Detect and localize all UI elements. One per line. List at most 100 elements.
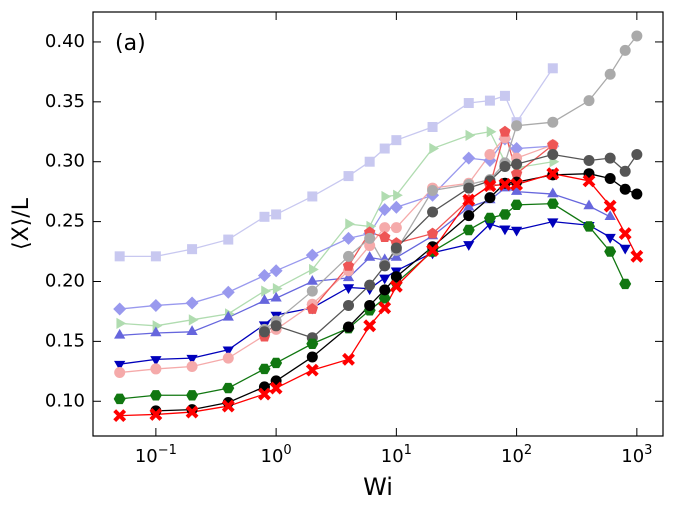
data-point — [221, 399, 235, 413]
data-point — [363, 319, 377, 333]
marker — [113, 393, 126, 405]
marker — [379, 284, 391, 296]
marker — [305, 248, 319, 262]
marker — [546, 198, 559, 209]
data-point — [306, 351, 318, 363]
marker — [463, 98, 474, 109]
marker — [390, 251, 402, 261]
marker — [113, 409, 127, 423]
y-tick-label: 0.15 — [45, 330, 85, 351]
marker — [364, 251, 376, 261]
data-point — [222, 352, 234, 364]
marker — [270, 320, 282, 332]
data-point — [583, 221, 595, 232]
data-point — [306, 285, 318, 297]
data-point — [270, 291, 282, 302]
marker — [150, 326, 162, 337]
data-point — [463, 98, 474, 109]
marker — [269, 264, 283, 278]
data-point — [378, 301, 392, 315]
marker — [547, 138, 559, 150]
data-point — [379, 143, 390, 154]
data-point — [114, 367, 126, 379]
data-point — [499, 125, 511, 137]
marker — [619, 278, 632, 290]
data-point — [631, 188, 643, 200]
data-point — [510, 185, 523, 195]
data-point — [379, 274, 391, 285]
marker — [258, 326, 270, 338]
y-axis-label: ⟨X⟩/L — [9, 197, 34, 250]
data-point — [484, 149, 496, 161]
marker — [463, 182, 475, 194]
marker — [583, 199, 595, 210]
data-point — [364, 299, 376, 311]
marker — [391, 135, 402, 146]
marker — [619, 44, 631, 56]
data-point — [271, 209, 282, 220]
data-point — [510, 199, 523, 211]
marker — [429, 142, 440, 155]
data-point — [364, 251, 376, 261]
marker — [463, 241, 475, 251]
marker — [390, 222, 402, 234]
data-point — [499, 90, 510, 101]
marker — [150, 251, 161, 262]
data-point — [630, 249, 644, 263]
marker — [619, 165, 631, 177]
marker — [393, 189, 403, 201]
marker — [619, 244, 631, 255]
data-point — [483, 212, 496, 224]
marker — [484, 192, 496, 204]
marker — [270, 291, 282, 302]
marker — [258, 363, 271, 375]
data-point — [547, 149, 559, 161]
data-point — [258, 294, 271, 304]
marker — [484, 95, 495, 106]
marker — [113, 302, 127, 316]
data-point — [342, 352, 355, 366]
data-point — [604, 233, 616, 244]
marker — [498, 178, 512, 191]
marker — [149, 408, 163, 421]
marker — [389, 200, 403, 214]
marker — [149, 390, 162, 401]
data-point — [484, 95, 495, 106]
marker — [483, 179, 497, 193]
marker — [462, 193, 476, 207]
marker — [499, 225, 511, 236]
marker — [462, 151, 476, 165]
data-point — [486, 126, 497, 138]
data-point — [619, 183, 631, 195]
marker — [499, 90, 510, 101]
data-point — [510, 178, 524, 191]
marker — [547, 218, 559, 229]
marker — [499, 125, 511, 137]
marker — [603, 199, 617, 213]
marker — [342, 352, 355, 366]
data-point — [510, 226, 523, 237]
marker — [223, 234, 234, 245]
marker — [259, 211, 270, 222]
data-point — [306, 274, 318, 285]
data-point — [116, 317, 127, 330]
marker — [604, 172, 616, 184]
data-point — [345, 218, 356, 230]
data-point — [604, 172, 616, 184]
marker — [306, 274, 318, 285]
marker — [309, 263, 319, 276]
marker — [306, 303, 319, 314]
data-point — [426, 243, 439, 257]
data-point — [185, 405, 199, 419]
data-point — [462, 224, 475, 236]
marker — [510, 185, 523, 195]
marker — [114, 367, 126, 379]
data-point — [150, 356, 162, 366]
data-point — [393, 189, 403, 201]
data-point — [221, 285, 235, 299]
marker — [463, 210, 475, 222]
data-point — [463, 200, 475, 211]
data-point — [222, 310, 234, 321]
data-point — [364, 156, 375, 167]
